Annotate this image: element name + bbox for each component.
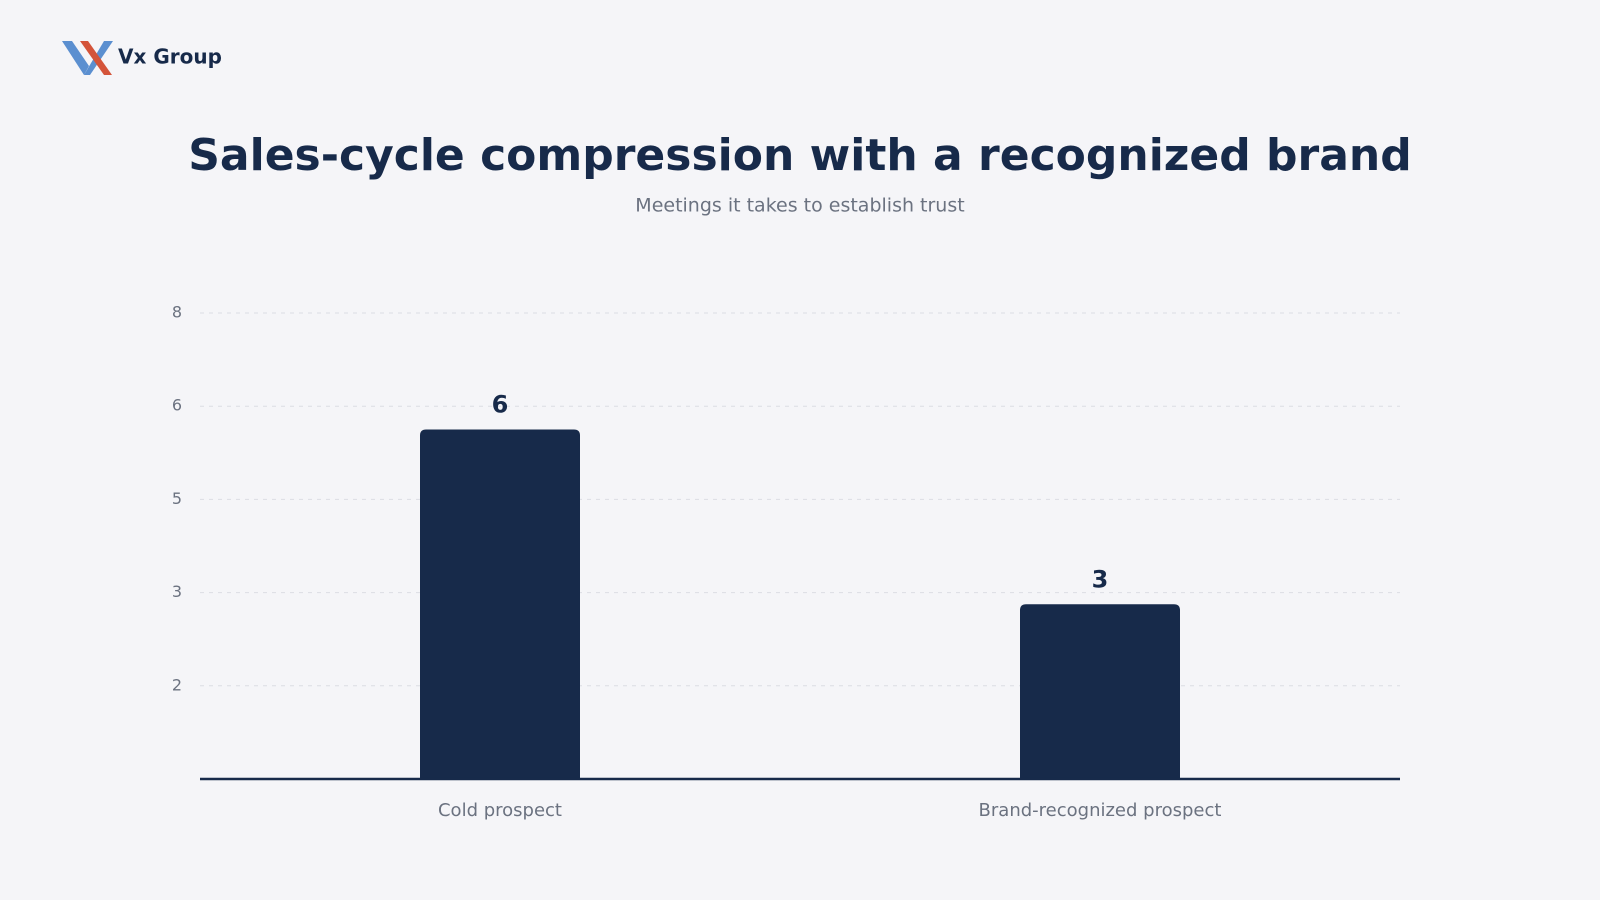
logo: Vx Group	[62, 41, 222, 75]
y-tick-label: 3	[172, 582, 182, 601]
bar	[420, 429, 580, 779]
logo-mark	[80, 41, 112, 75]
y-tick-label: 6	[172, 396, 182, 415]
logo-mark	[62, 41, 89, 75]
y-tick-label: 8	[172, 303, 182, 322]
bar	[1020, 604, 1180, 779]
y-tick-label: 2	[172, 675, 182, 694]
y-tick-label: 5	[172, 489, 182, 508]
value-label: 6	[492, 391, 509, 419]
value-label: 3	[1092, 565, 1109, 593]
chart-title: Sales-cycle compression with a recognize…	[188, 130, 1412, 181]
x-tick-label: Brand-recognized prospect	[979, 800, 1222, 821]
x-tick-label: Cold prospect	[438, 800, 562, 821]
chart-subtitle: Meetings it takes to establish trust	[635, 195, 964, 217]
brand-name: Vx Group	[118, 45, 222, 69]
